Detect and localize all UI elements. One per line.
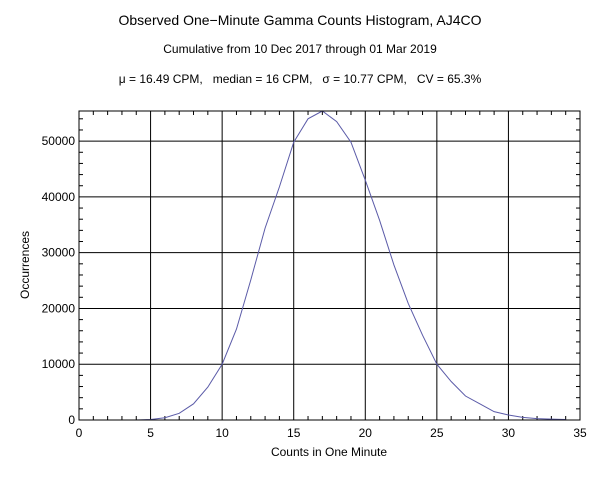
x-tick-label: 35 [573,426,587,440]
x-tick-label: 5 [147,426,154,440]
ticks [79,111,580,420]
x-tick-label: 25 [430,426,444,440]
x-tick-label: 10 [215,426,229,440]
y-tick-label: 10000 [42,357,76,371]
y-tick-label: 50000 [42,134,76,148]
y-tick-label: 20000 [42,301,76,315]
y-tick-label: 0 [68,413,75,427]
chart-title: Observed One−Minute Gamma Counts Histogr… [118,12,482,28]
y-tick-label: 40000 [42,190,76,204]
x-tick-label: 15 [287,426,301,440]
chart-subtitle: Cumulative from 10 Dec 2017 through 01 M… [163,42,437,56]
x-tick-label: 30 [502,426,516,440]
grid [79,111,580,420]
x-axis-label: Counts in One Minute [271,445,387,459]
series-line [136,110,566,421]
x-tick-label: 0 [76,426,83,440]
y-axis-label: Occurrences [18,231,32,299]
y-tick-label: 30000 [42,246,76,260]
tick-labels: 0 5 10 15 20 25 30 35 0 10000 20000 30000 40000 50000 [42,134,587,440]
chart-stats-line: μ = 16.49 CPM, median = 16 CPM, σ = 10.7… [118,72,482,86]
plot-frame [78,110,581,421]
x-tick-label: 20 [359,426,373,440]
